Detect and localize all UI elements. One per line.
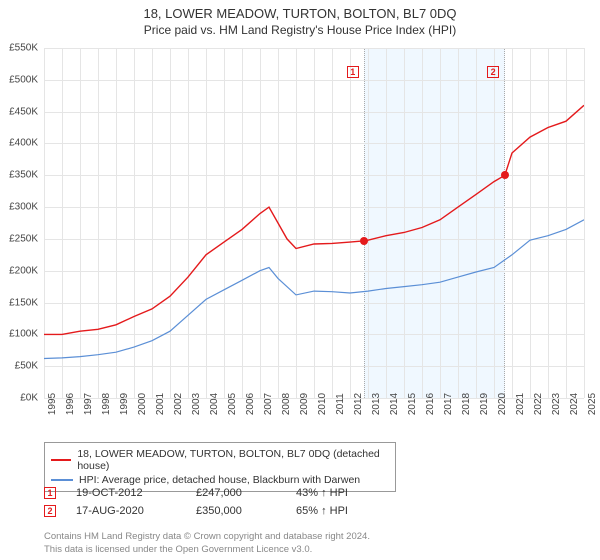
sale-marker-box: 2 — [487, 66, 499, 78]
chart-lines — [44, 48, 584, 398]
sale-marker-box: 1 — [347, 66, 359, 78]
y-tick-label: £400K — [9, 138, 38, 149]
x-tick-label: 2020 — [497, 393, 508, 415]
y-tick-label: £550K — [9, 43, 38, 54]
y-tick-label: £300K — [9, 202, 38, 213]
x-tick-label: 2007 — [263, 393, 274, 415]
y-tick-label: £350K — [9, 170, 38, 181]
data-point-index-box: 1 — [44, 487, 56, 499]
x-tick-label: 2006 — [245, 393, 256, 415]
data-point-pct: 65% ↑ HPI — [296, 505, 396, 517]
x-tick-label: 2019 — [479, 393, 490, 415]
x-tick-label: 1996 — [65, 393, 76, 415]
legend-swatch — [51, 459, 71, 461]
chart-plot-area: 12 — [44, 48, 584, 398]
x-tick-label: 2025 — [587, 393, 598, 415]
x-tick-label: 2003 — [191, 393, 202, 415]
y-tick-label: £500K — [9, 74, 38, 85]
x-tick-label: 2018 — [461, 393, 472, 415]
x-tick-label: 2000 — [137, 393, 148, 415]
footer-line1: Contains HM Land Registry data © Crown c… — [44, 531, 584, 543]
x-tick-label: 2011 — [335, 393, 346, 415]
data-point-date: 19-OCT-2012 — [76, 487, 196, 499]
x-tick-label: 2024 — [569, 393, 580, 415]
x-tick-label: 2002 — [173, 393, 184, 415]
x-tick-label: 2021 — [515, 393, 526, 415]
data-point-row: 2 17-AUG-2020£350,00065% ↑ HPI — [44, 502, 584, 520]
x-tick-label: 2012 — [353, 393, 364, 415]
legend-row: 18, LOWER MEADOW, TURTON, BOLTON, BL7 0D… — [51, 447, 389, 473]
x-tick-label: 2022 — [533, 393, 544, 415]
y-tick-label: £150K — [9, 297, 38, 308]
y-axis-labels: £0K£50K£100K£150K£200K£250K£300K£350K£40… — [0, 48, 42, 398]
x-tick-label: 1997 — [83, 393, 94, 415]
legend-label: 18, LOWER MEADOW, TURTON, BOLTON, BL7 0D… — [77, 448, 389, 472]
y-tick-label: £450K — [9, 106, 38, 117]
x-tick-label: 1999 — [119, 393, 130, 415]
x-tick-label: 2023 — [551, 393, 562, 415]
x-tick-label: 2001 — [155, 393, 166, 415]
x-tick-label: 1998 — [101, 393, 112, 415]
x-tick-label: 2014 — [389, 393, 400, 415]
y-tick-label: £100K — [9, 329, 38, 340]
x-tick-label: 2005 — [227, 393, 238, 415]
series-line — [44, 220, 584, 359]
sale-point — [501, 171, 509, 179]
x-tick-label: 1995 — [47, 393, 58, 415]
x-tick-label: 2009 — [299, 393, 310, 415]
x-tick-label: 2004 — [209, 393, 220, 415]
footer-line2: This data is licensed under the Open Gov… — [44, 544, 584, 556]
data-point-row: 1 19-OCT-2012£247,00043% ↑ HPI — [44, 484, 584, 502]
legend-swatch — [51, 479, 73, 481]
chart-title-line1: 18, LOWER MEADOW, TURTON, BOLTON, BL7 0D… — [0, 0, 600, 21]
sale-point — [360, 237, 368, 245]
x-tick-label: 2008 — [281, 393, 292, 415]
x-tick-label: 2013 — [371, 393, 382, 415]
x-tick-label: 2016 — [425, 393, 436, 415]
y-tick-label: £200K — [9, 265, 38, 276]
data-point-rows: 1 19-OCT-2012£247,00043% ↑ HPI 2 17-AUG-202… — [44, 484, 584, 520]
x-tick-label: 2017 — [443, 393, 454, 415]
data-point-price: £350,000 — [196, 505, 296, 517]
data-point-date: 17-AUG-2020 — [76, 505, 196, 517]
chart-title-line2: Price paid vs. HM Land Registry's House … — [0, 21, 600, 37]
x-tick-label: 2015 — [407, 393, 418, 415]
chart-footer: Contains HM Land Registry data © Crown c… — [44, 531, 584, 556]
y-tick-label: £0K — [20, 393, 38, 404]
data-point-index-box: 2 — [44, 505, 56, 517]
data-point-pct: 43% ↑ HPI — [296, 487, 396, 499]
data-point-price: £247,000 — [196, 487, 296, 499]
y-tick-label: £250K — [9, 233, 38, 244]
x-tick-label: 2010 — [317, 393, 328, 415]
y-tick-label: £50K — [15, 361, 38, 372]
series-line — [44, 105, 584, 334]
